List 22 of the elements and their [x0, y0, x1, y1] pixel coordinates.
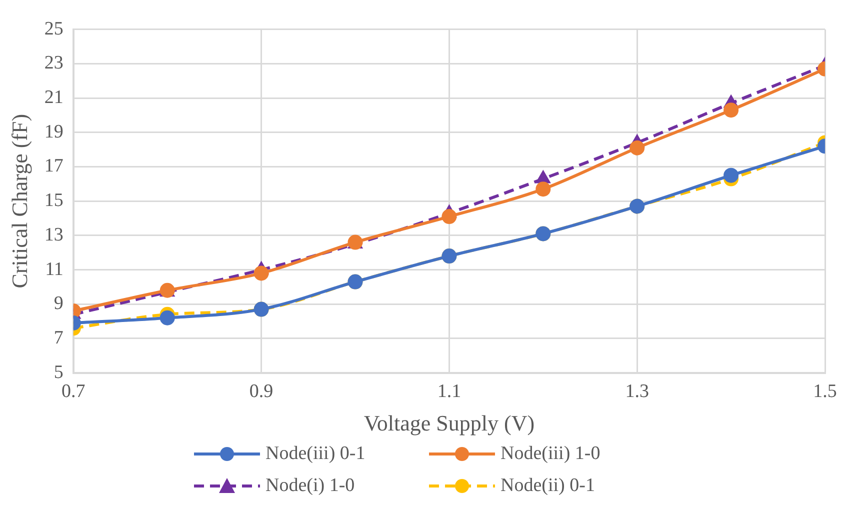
y-tick-label: 21 — [44, 87, 64, 108]
y-tick-label: 9 — [54, 293, 64, 314]
x-tick-label: 1.3 — [625, 381, 649, 402]
y-tick-label: 5 — [54, 362, 64, 383]
x-tick-label: 1.5 — [813, 381, 837, 402]
y-tick-label: 17 — [44, 156, 64, 177]
x-tick-label: 0.9 — [249, 381, 274, 402]
x-axis-title: Voltage Supply (V) — [364, 410, 535, 436]
y-tick-label: 7 — [54, 327, 64, 348]
y-tick-label: 15 — [44, 190, 64, 212]
x-tick-label: 0.7 — [62, 381, 86, 402]
y-tick-label: 13 — [44, 224, 64, 246]
x-tick-label: 1.1 — [437, 381, 462, 402]
legend-label: Node(i) 1-0 — [266, 475, 355, 497]
legend-label: Node(iii) 0-1 — [266, 443, 366, 465]
y-axis-title: Critical Charge (fF) — [6, 114, 32, 288]
legend-label: Node(ii) 0-1 — [500, 475, 595, 497]
legend-label: Node(iii) 1-0 — [500, 443, 600, 465]
y-tick-label: 25 — [44, 18, 64, 40]
y-tick-label: 11 — [45, 258, 64, 280]
y-tick-label: 19 — [44, 121, 64, 142]
y-tick-label: 23 — [44, 52, 64, 74]
